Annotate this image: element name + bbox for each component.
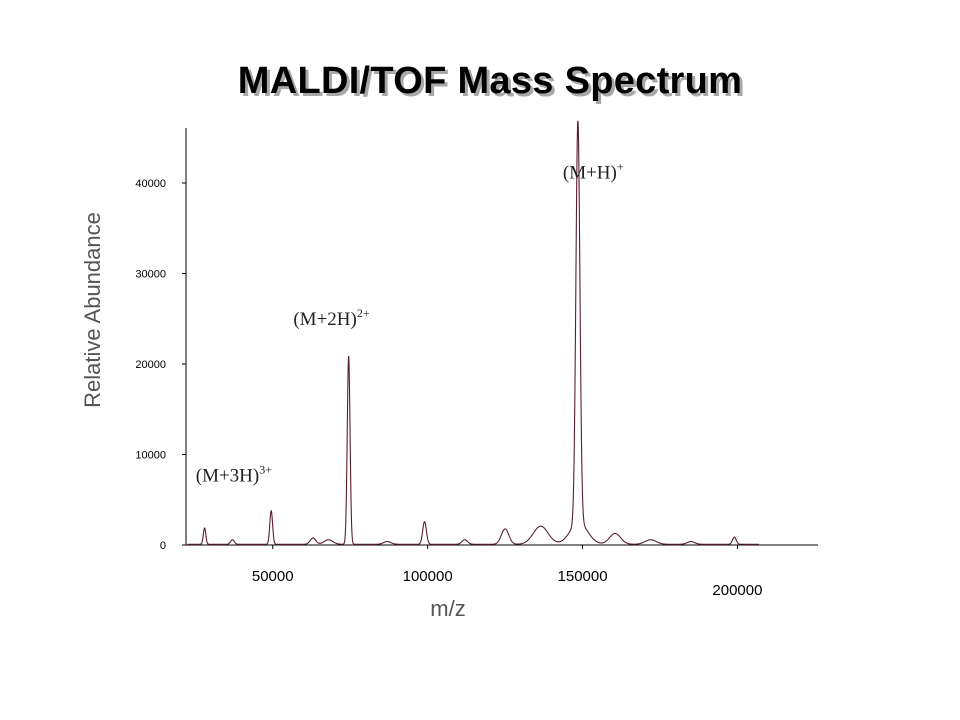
peak-annotation: (M+H)+ [563,159,624,183]
peak-annotation: (M+3H)3+ [196,463,273,487]
x-axis-label: m/z [430,596,465,621]
tick-labels: 0 10000 20000 30000 40000 50000 100000 150000 20… [135,178,762,599]
annotation-superscript: 3+ [259,463,272,477]
y-tick-label: 10000 [135,450,166,462]
x-tick-label: 100000 [403,568,453,585]
y-tick-label: 40000 [135,178,166,190]
x-tick-label: 50000 [252,568,294,585]
chart-title: MALDI/TOF Mass Spectrum [237,60,743,102]
annotation-base: (M+H) [563,162,617,183]
y-tick-label: 30000 [135,269,166,281]
annotation-superscript: + [617,159,624,173]
annotation-base: (M+2H) [293,309,357,330]
x-tick-label: 150000 [558,568,608,585]
x-tick-label: 200000 [712,582,762,599]
y-tick-label: 0 [160,540,166,552]
y-axis-label: Relative Abundance [80,212,105,408]
peak-annotations: (M+3H)3+ (M+2H)2+ (M+H)+ [196,159,624,486]
annotation-superscript: 2+ [357,306,370,320]
annotation-base: (M+3H) [196,466,260,487]
axes [185,128,818,546]
spectrum-line [187,120,760,545]
y-tick-label: 20000 [135,359,166,371]
peak-annotation: (M+2H)2+ [293,306,370,330]
